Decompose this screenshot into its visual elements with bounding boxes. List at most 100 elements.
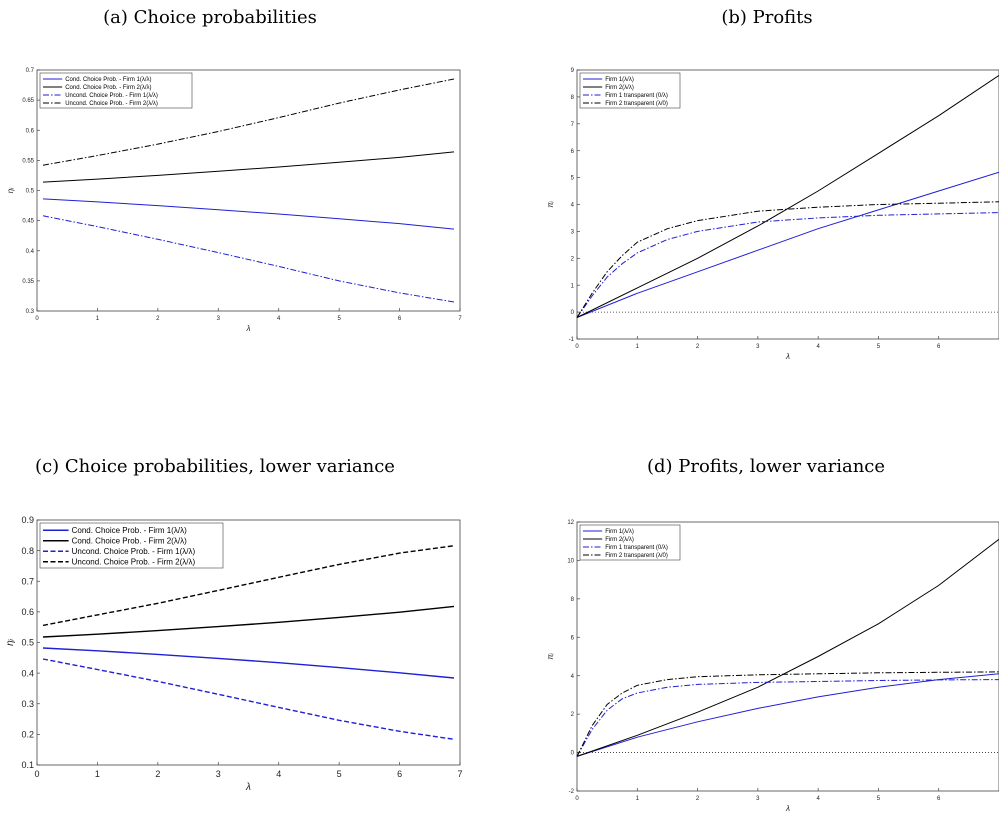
series-line-2 <box>576 74 999 318</box>
series-line-4 <box>576 201 999 318</box>
chart-a: 0 1 2 3 4 5 6 7 0.3 0.35 0.4 0.45 0.5 0.55 0.6 0.65 0.7 λ… <box>6 68 462 333</box>
series-line-3 <box>42 658 455 740</box>
x-tick-label: 0 <box>35 316 39 322</box>
series-line-2 <box>42 605 455 638</box>
x-tick-label: 4 <box>277 316 281 322</box>
x-tick-label: 7 <box>458 316 462 322</box>
caption-b: (b) Profits <box>721 7 813 28</box>
plot-area <box>576 69 999 340</box>
x-tick-label: 5 <box>337 316 341 322</box>
y-tick-label: 2 <box>571 256 575 262</box>
y-tick-label: 1 <box>571 283 575 289</box>
caption-c: (c) Choice probabilities, lower variance <box>35 456 395 477</box>
y-tick-label: 0 <box>571 751 575 757</box>
x-tick-label: 0 <box>34 769 39 779</box>
series-line-2 <box>576 538 999 757</box>
x-tick-label: 1 <box>95 769 100 779</box>
x-tick-label: 1 <box>636 344 640 350</box>
series-line-4 <box>576 671 999 757</box>
y-tick-label: 4 <box>571 203 575 209</box>
legend-entry: Firm 2(λ/λ) <box>605 85 634 91</box>
x-tick-label: 7 <box>457 769 462 779</box>
y-axis-label: ηᵢ <box>5 638 16 646</box>
legend-entry: Uncond. Choice Prob. - Firm 2(λ/λ) <box>72 558 196 567</box>
y-tick-label: 0.7 <box>21 576 34 586</box>
y-tick-label: -1 <box>569 337 575 343</box>
series-line-1 <box>42 198 455 230</box>
x-tick-label: 5 <box>877 796 881 802</box>
y-axis-label: πᵢ <box>546 200 555 207</box>
legend-entry: Firm 2 transparent (λ/0) <box>605 101 668 107</box>
x-tick-label: 5 <box>877 344 881 350</box>
y-tick-label: 0.9 <box>21 515 34 525</box>
x-tick-label: 2 <box>156 316 160 322</box>
x-tick-label: 6 <box>937 344 941 350</box>
y-tick-label: 0.45 <box>22 219 34 225</box>
y-tick-label: 0.8 <box>21 546 34 556</box>
x-tick-label: 1 <box>96 316 100 322</box>
series-line-1 <box>576 673 999 757</box>
x-tick-label: 3 <box>217 316 221 322</box>
y-tick-label: -2 <box>569 789 575 795</box>
legend-entry: Uncond. Choice Prob. - Firm 2(λ/λ) <box>65 101 158 107</box>
y-axis-label: πᵢ <box>546 652 555 659</box>
legend-entry: Firm 1(λ/λ) <box>605 529 634 535</box>
series-line-3 <box>576 212 999 318</box>
legend-entry: Firm 1 transparent (0/λ) <box>605 545 668 551</box>
x-tick-label: 3 <box>756 344 760 350</box>
x-tick-label: 1 <box>636 796 640 802</box>
y-tick-label: 0.6 <box>26 128 35 134</box>
caption-d: (d) Profits, lower variance <box>646 456 886 477</box>
y-tick-label: 9 <box>571 68 575 74</box>
y-tick-label: 0.65 <box>22 98 34 104</box>
chart-c: 0 1 2 3 4 5 6 7 0.1 0.2 0.3 0.4 0.5 0.6 0.7 0.8 0.9 λ ηᵢ Co… <box>5 515 463 793</box>
legend-entry: Firm 1 transparent (0/λ) <box>605 93 668 99</box>
y-tick-label: 12 <box>567 520 574 526</box>
y-tick-label: 0.3 <box>21 699 34 709</box>
x-axis-label: λ <box>246 324 251 333</box>
x-tick-label: 0 <box>575 796 579 802</box>
y-tick-label: 6 <box>571 149 575 155</box>
legend-entry: Firm 2 transparent (λ/0) <box>605 553 668 559</box>
series-line-3 <box>576 679 999 757</box>
y-tick-label: 0.55 <box>22 158 34 164</box>
x-tick-label: 2 <box>696 344 700 350</box>
y-tick-label: 0.5 <box>26 189 35 195</box>
y-tick-label: 0.3 <box>26 309 35 315</box>
legend-entry: Uncond. Choice Prob. - Firm 1(λ/λ) <box>65 93 158 99</box>
y-tick-label: 4 <box>571 674 575 680</box>
series-line-1 <box>42 647 455 679</box>
y-tick-label: 3 <box>571 230 575 236</box>
legend-entry: Uncond. Choice Prob. - Firm 1(λ/λ) <box>72 547 196 556</box>
series-line-3 <box>42 215 455 303</box>
y-tick-label: 0.5 <box>21 638 34 648</box>
series-line-4 <box>42 545 455 627</box>
series-line-4 <box>42 78 455 166</box>
legend-box <box>39 72 193 109</box>
x-tick-label: 4 <box>276 769 281 779</box>
y-tick-label: 0.6 <box>21 607 34 617</box>
x-tick-label: 6 <box>937 796 941 802</box>
x-tick-label: 4 <box>816 796 820 802</box>
y-tick-label: 0.35 <box>22 279 34 285</box>
caption-a: (a) Choice probabilities <box>103 7 317 28</box>
legend-entry: Firm 2(λ/λ) <box>605 537 634 543</box>
y-tick-label: 0.1 <box>21 760 34 770</box>
y-tick-label: 5 <box>571 176 575 182</box>
y-tick-label: 8 <box>571 95 575 101</box>
legend-entry: Cond. Choice Prob. - Firm 2(λ/λ) <box>65 85 151 91</box>
legend-entry: Cond. Choice Prob. - Firm 1(λ/λ) <box>72 526 187 535</box>
y-tick-label: 8 <box>571 597 575 603</box>
x-axis-label: λ <box>785 804 790 813</box>
x-axis-label: λ <box>245 782 251 793</box>
y-tick-label: 0.4 <box>21 668 34 678</box>
x-tick-label: 2 <box>155 769 160 779</box>
x-tick-label: 0 <box>575 344 579 350</box>
legend-entry: Cond. Choice Prob. - Firm 1(λ/λ) <box>65 77 151 83</box>
legend-entry: Firm 1(λ/λ) <box>605 77 634 83</box>
y-tick-label: 2 <box>571 712 575 718</box>
x-tick-label: 2 <box>696 796 700 802</box>
plot-area <box>576 521 999 792</box>
